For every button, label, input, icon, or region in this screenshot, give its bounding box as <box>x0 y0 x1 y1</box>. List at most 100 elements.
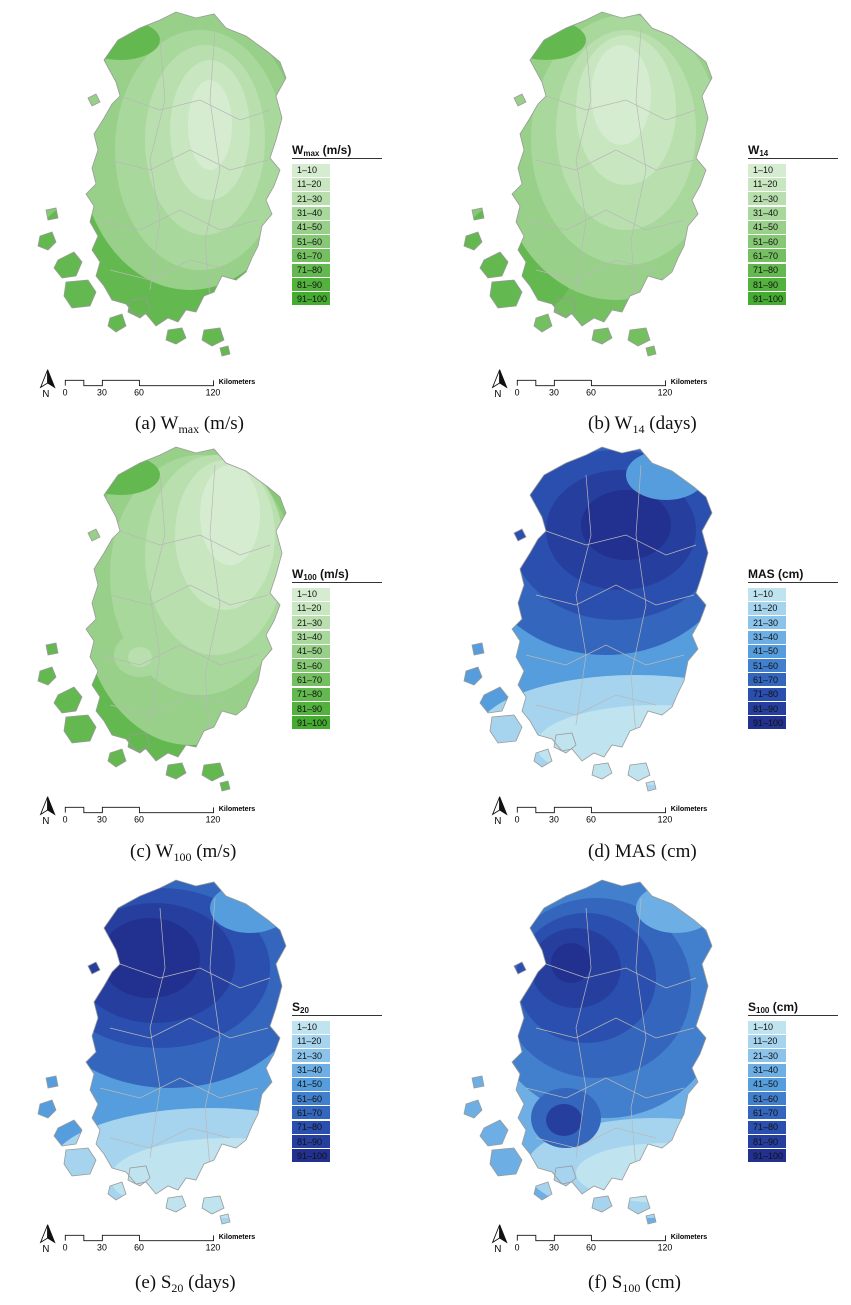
legend-swatch: 11–20 <box>748 177 786 191</box>
legend-label: 71–80 <box>753 689 779 700</box>
district-boundary <box>99 644 259 666</box>
island-outline <box>513 93 527 107</box>
legend-swatch: 31–40 <box>292 1063 330 1077</box>
island-outline <box>53 686 83 714</box>
legend-swatch: 31–40 <box>292 630 330 644</box>
legend-title: S100 (cm) <box>748 1000 838 1016</box>
coastline <box>37 446 287 792</box>
contour-band <box>80 455 160 495</box>
legend-item: 11–20 <box>292 1034 382 1048</box>
legend-item: 51–60 <box>748 1091 838 1106</box>
legend-item: 1–10 <box>292 1020 382 1034</box>
legend-label: 91–100 <box>753 717 784 728</box>
legend-label: 71–80 <box>753 265 779 276</box>
legend-swatch: 81–90 <box>748 1135 786 1149</box>
island-outline <box>201 1195 225 1215</box>
caption-sub: 20 <box>171 1281 184 1295</box>
legend-label: 81–90 <box>297 703 323 714</box>
mainland-outline <box>511 446 713 762</box>
legend-swatch: 51–60 <box>748 235 786 249</box>
mainland-outline <box>85 446 287 762</box>
island-outline <box>37 231 57 251</box>
legend-swatch: 11–20 <box>292 177 330 191</box>
legend-item: 31–40 <box>292 206 382 220</box>
caption-suffix: (cm) <box>640 1272 681 1293</box>
district-boundaries <box>99 464 271 736</box>
legend-title-sub: 20 <box>300 1006 309 1015</box>
north-label: N <box>494 816 501 825</box>
legend-item: 11–20 <box>748 1034 838 1048</box>
legend-label: 21–30 <box>297 1050 323 1061</box>
contour-band <box>576 1143 712 1203</box>
legend-label: 41–50 <box>753 222 779 233</box>
legend-item: 31–40 <box>748 206 838 220</box>
legend-label: 11–20 <box>297 603 322 614</box>
legend-title: S20 <box>292 1000 382 1016</box>
legend-label: 71–80 <box>297 265 323 276</box>
legend-item: 11–20 <box>748 177 838 191</box>
north-arrow-icon <box>39 369 56 389</box>
legend-item: 21–30 <box>292 192 382 206</box>
island-outline <box>107 313 127 333</box>
legend: W100 (m/s) 1–10 11–20 21–30 31–40 41–50 51–60 6… <box>292 567 382 730</box>
scale-tick-label: 120 <box>206 814 221 824</box>
legend-swatch: 11–20 <box>748 1034 786 1048</box>
district-boundary <box>109 1017 269 1039</box>
legend-swatch: 91–100 <box>748 1149 786 1163</box>
island-outline <box>591 327 613 345</box>
legend-swatch: 61–70 <box>748 249 786 263</box>
caption-sub: max <box>178 422 200 436</box>
island-outline <box>533 1181 553 1201</box>
legend-item: 81–90 <box>748 277 838 292</box>
legend-item: 71–80 <box>292 1120 382 1134</box>
legend-title-sub: max <box>303 149 320 158</box>
legend-item: 51–60 <box>292 658 382 673</box>
legend-label: 21–30 <box>297 193 323 204</box>
contour-band <box>128 647 152 667</box>
island-outline <box>591 1195 613 1213</box>
island-outline <box>165 762 187 780</box>
legend-item: 81–90 <box>292 277 382 292</box>
scale-tick-label: 0 <box>63 1242 68 1252</box>
legend-title-unit: (m/s) <box>319 143 352 157</box>
mainland-outline <box>511 11 713 327</box>
island-outline <box>645 780 657 792</box>
legend-swatch: 81–90 <box>748 702 786 716</box>
legend-item: 1–10 <box>292 587 382 601</box>
legend-swatch: 91–100 <box>292 716 330 730</box>
island-outline <box>201 327 225 347</box>
legend-swatch: 51–60 <box>748 1092 786 1106</box>
scale-bar-segments <box>64 1234 214 1242</box>
legend-label: 1–10 <box>297 165 318 176</box>
caption: (a) Wmax (m/s) <box>135 413 244 436</box>
legend-title-main: W <box>292 143 304 157</box>
map-panel-f: S100 (cm) 1–10 11–20 21–30 31–40 41–50 51–60 61… <box>426 868 851 1298</box>
district-boundary <box>149 39 166 291</box>
contour-band <box>636 883 712 933</box>
coastline <box>463 11 713 357</box>
island-outline <box>553 1165 577 1187</box>
legend-item: 11–20 <box>292 177 382 191</box>
island-outline <box>219 780 231 792</box>
district-boundary <box>525 1077 685 1099</box>
map-panel-d: MAS (cm) 1–10 11–20 21–30 31–40 41–50 51–60 61–… <box>426 435 851 865</box>
legend-title-main: W <box>292 567 304 581</box>
legend-item: 61–70 <box>748 673 838 687</box>
scale-unit-label: Kilometers <box>671 379 708 386</box>
legend-label: 51–60 <box>297 1093 323 1104</box>
legend-item: 31–40 <box>292 1063 382 1077</box>
legend-item: 61–70 <box>748 1106 838 1120</box>
district-boundary <box>545 530 697 556</box>
legend-label: 51–60 <box>753 236 779 247</box>
district-boundary <box>119 95 271 121</box>
legend-label: 1–10 <box>297 589 318 600</box>
caption: (b) W14 (days) <box>588 413 697 436</box>
district-boundary <box>525 209 685 231</box>
district-boundary <box>109 1127 231 1149</box>
scale-tick-label: 60 <box>134 814 144 824</box>
legend-item: 31–40 <box>748 1063 838 1077</box>
district-boundary <box>149 474 166 726</box>
scale-tick-label: 30 <box>549 387 559 397</box>
scale-bar-segments <box>64 806 214 814</box>
